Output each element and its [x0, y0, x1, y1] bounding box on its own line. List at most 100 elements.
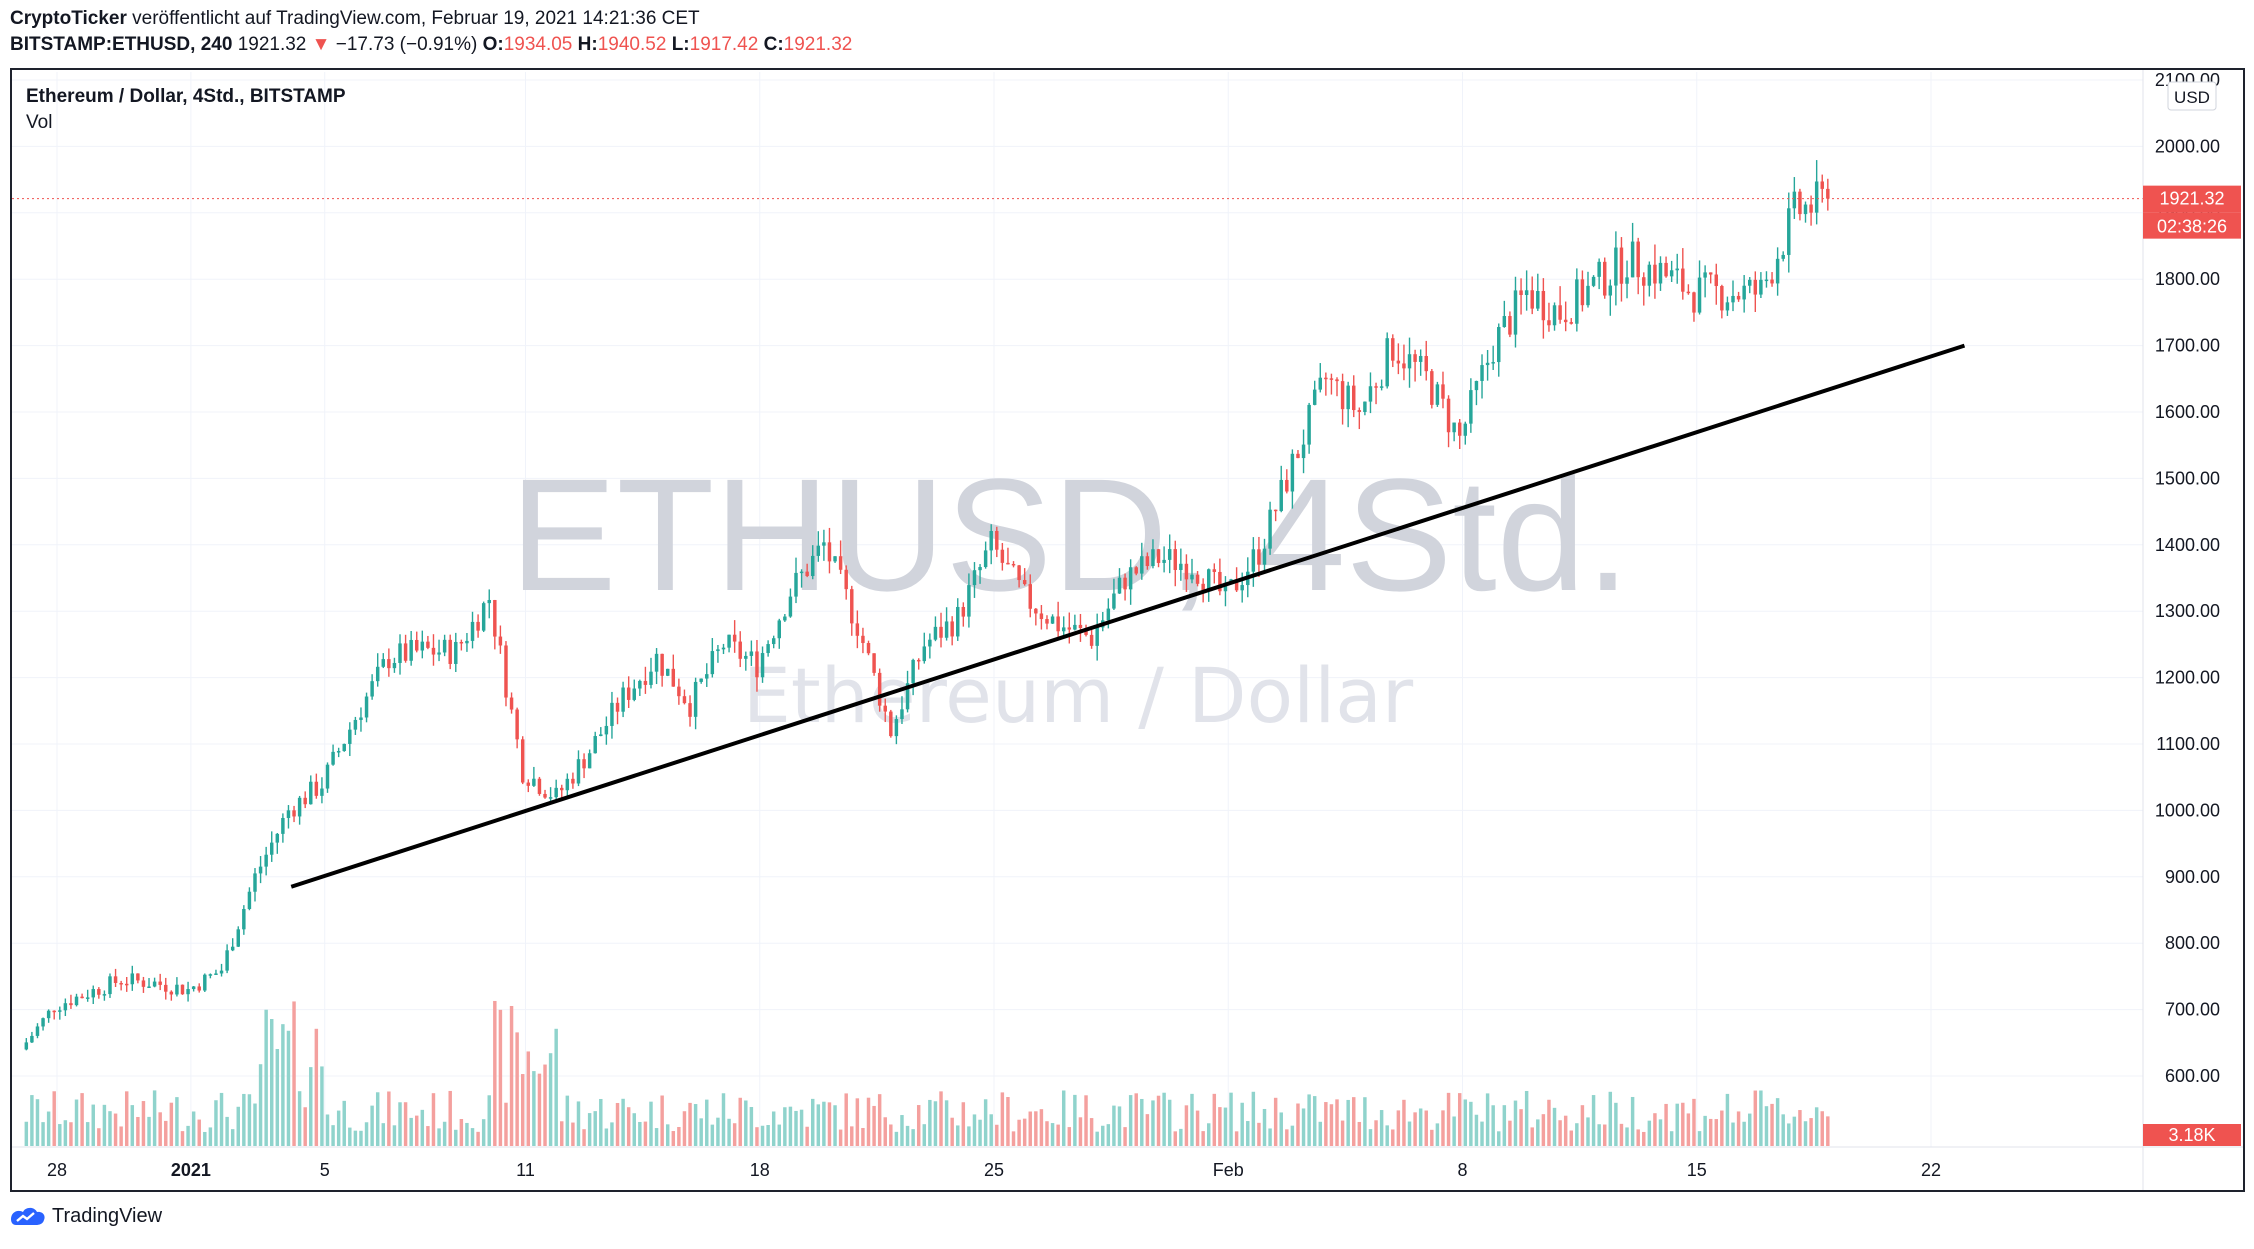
price-tick-label: 1100.00	[2156, 734, 2220, 754]
volume-bar	[1073, 1094, 1077, 1146]
volume-bar	[967, 1126, 971, 1146]
candle-body	[916, 659, 921, 662]
volume-bar	[872, 1105, 876, 1146]
volume-bar	[465, 1122, 469, 1146]
candle-body	[152, 981, 157, 987]
candle-body	[995, 530, 999, 550]
candle-body	[487, 599, 491, 604]
volume-bar	[693, 1104, 698, 1146]
volume-bar	[604, 1128, 609, 1146]
candle-body	[1207, 569, 1211, 592]
volume-badge: 3.18K	[2143, 1124, 2241, 1146]
volume-bar	[509, 1005, 514, 1146]
candle-body	[1720, 286, 1724, 311]
candle-body	[1474, 380, 1479, 391]
time-tick-label: 15	[1687, 1160, 1707, 1180]
trendline[interactable]	[290, 343, 1966, 889]
candle-body	[788, 596, 793, 617]
volume-bar	[303, 1107, 307, 1146]
candle-body	[989, 530, 993, 551]
volume-bar	[537, 1073, 542, 1146]
candle-body	[242, 908, 246, 930]
candle-body	[621, 687, 625, 712]
candle-body	[615, 702, 620, 712]
volume-bar	[805, 1126, 809, 1146]
volume-bar	[1011, 1131, 1016, 1146]
volume-bar	[35, 1099, 40, 1146]
volume-bar	[1725, 1093, 1730, 1146]
currency-badge[interactable]: USD	[2167, 81, 2217, 111]
candle-body	[1586, 285, 1590, 306]
candle-body	[1714, 274, 1718, 287]
candle-body	[1764, 279, 1769, 282]
volume-bar	[526, 1051, 531, 1146]
candle-body	[1787, 208, 1791, 255]
candle-body	[1619, 247, 1624, 284]
candle-body	[91, 989, 95, 998]
candle-body	[883, 705, 887, 712]
candle-body	[1597, 261, 1601, 277]
volume-bar	[794, 1110, 798, 1146]
volume-bar	[1234, 1131, 1239, 1146]
volume-bar	[905, 1125, 910, 1146]
candle-body	[331, 751, 335, 765]
volume-bar	[1134, 1093, 1138, 1146]
candle-body	[74, 996, 79, 1006]
candle-body	[877, 672, 882, 706]
candle-body	[164, 984, 168, 992]
candle-body	[1653, 264, 1657, 284]
volume-bar	[180, 1131, 185, 1146]
candle-body	[515, 709, 519, 740]
candle-body	[967, 585, 971, 617]
candle-body	[270, 842, 274, 855]
candle-body	[431, 647, 436, 655]
legend-volume[interactable]: Vol	[26, 112, 53, 133]
candle-body	[336, 751, 341, 753]
candle-body	[1095, 627, 1099, 646]
close-value: 1921.32	[783, 34, 853, 55]
volume-bar	[1145, 1114, 1150, 1146]
candle-body	[314, 781, 319, 796]
candle-body	[214, 973, 218, 975]
volume-bar	[470, 1128, 475, 1146]
candle-body	[498, 636, 503, 646]
volume-bar	[431, 1093, 436, 1146]
volume-bar	[353, 1130, 358, 1146]
volume-bar	[950, 1117, 954, 1146]
volume-bar	[448, 1090, 452, 1146]
candle-body	[1017, 565, 1021, 581]
candle-body	[370, 681, 374, 697]
volume-bar	[1329, 1104, 1334, 1146]
volume-bar	[275, 1049, 280, 1146]
candle-body	[1697, 277, 1702, 313]
candle-body	[688, 703, 692, 717]
time-tick-label: 11	[516, 1160, 535, 1180]
price-tick-label: 800.00	[2165, 933, 2220, 953]
candle-body	[1497, 327, 1501, 363]
candle-body	[130, 973, 135, 985]
candle-body	[1614, 247, 1618, 286]
candle-body	[342, 743, 346, 752]
legend-title[interactable]: Ethereum / Dollar, 4Std., BITSTAMP	[26, 86, 346, 107]
volume-bar	[705, 1099, 709, 1146]
candle-body	[1363, 401, 1367, 412]
footer-brand[interactable]: TradingView	[10, 1205, 162, 1228]
volume-bar	[230, 1129, 235, 1146]
volume-bar	[264, 1009, 268, 1146]
candle-body	[705, 674, 709, 679]
candle-body	[1374, 386, 1378, 388]
volume-bar	[74, 1099, 79, 1146]
volume-bar	[1268, 1128, 1272, 1146]
candle-body	[1123, 577, 1127, 590]
price-tick-label: 1400.00	[2155, 535, 2220, 555]
candle-body	[543, 793, 547, 798]
candle-body	[744, 655, 748, 659]
volume-bar	[1775, 1098, 1780, 1146]
candle-body	[1452, 422, 1456, 433]
candle-body	[710, 651, 715, 675]
candle-body	[85, 997, 90, 999]
candle-body	[1820, 181, 1824, 189]
volume-bar	[682, 1111, 687, 1146]
volume-bar	[665, 1124, 670, 1146]
